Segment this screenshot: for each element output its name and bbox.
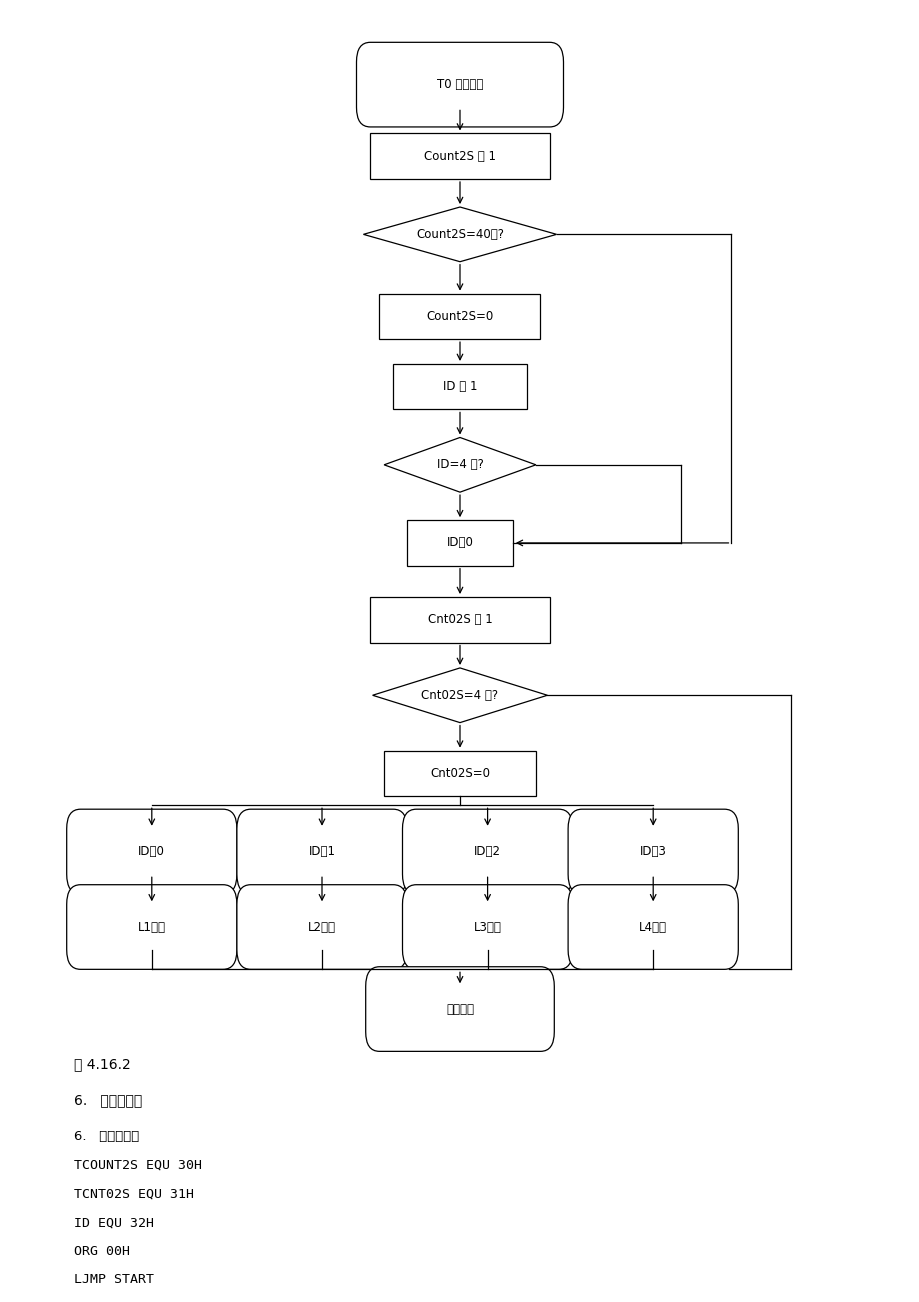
Text: L2闪烁: L2闪烁 <box>308 921 335 934</box>
Text: Cnt02S=4 吗?: Cnt02S=4 吗? <box>421 689 498 702</box>
Text: ID＝1: ID＝1 <box>308 845 335 858</box>
FancyBboxPatch shape <box>568 810 738 894</box>
FancyBboxPatch shape <box>403 885 572 969</box>
FancyBboxPatch shape <box>403 810 572 894</box>
FancyBboxPatch shape <box>384 750 536 796</box>
Text: Cnt02S 加 1: Cnt02S 加 1 <box>427 613 492 626</box>
Text: 6.   汇编源程序: 6. 汇编源程序 <box>74 1130 139 1143</box>
FancyBboxPatch shape <box>236 810 406 894</box>
FancyBboxPatch shape <box>369 133 549 178</box>
Text: Count2S=0: Count2S=0 <box>425 310 494 323</box>
Polygon shape <box>372 668 547 723</box>
FancyBboxPatch shape <box>366 966 553 1052</box>
Text: ID＝0: ID＝0 <box>138 845 165 858</box>
Text: ID＝2: ID＝2 <box>473 845 501 858</box>
FancyBboxPatch shape <box>369 596 549 642</box>
FancyBboxPatch shape <box>393 363 526 409</box>
Text: TCOUNT2S EQU 30H: TCOUNT2S EQU 30H <box>74 1159 201 1172</box>
FancyBboxPatch shape <box>407 519 513 565</box>
Text: L3闪烁: L3闪烁 <box>473 921 501 934</box>
Text: ID EQU 32H: ID EQU 32H <box>74 1216 153 1229</box>
Text: 6.   汇编源程序: 6. 汇编源程序 <box>74 1094 142 1108</box>
Text: T0 中断入口: T0 中断入口 <box>437 78 482 91</box>
Polygon shape <box>384 437 536 492</box>
Text: Cnt02S=0: Cnt02S=0 <box>429 767 490 780</box>
FancyBboxPatch shape <box>568 885 738 969</box>
Text: 中断返回: 中断返回 <box>446 1003 473 1016</box>
Text: 图 4.16.2: 图 4.16.2 <box>74 1057 130 1072</box>
FancyBboxPatch shape <box>380 293 540 339</box>
Text: Count2S=40吗?: Count2S=40吗? <box>415 228 504 241</box>
Text: ORG 00H: ORG 00H <box>74 1245 130 1258</box>
Text: TCNT02S EQU 31H: TCNT02S EQU 31H <box>74 1187 193 1200</box>
Text: Count2S 加 1: Count2S 加 1 <box>424 150 495 163</box>
FancyBboxPatch shape <box>67 810 237 894</box>
Text: LJMP START: LJMP START <box>74 1273 153 1286</box>
Text: ID 加 1: ID 加 1 <box>442 380 477 393</box>
Text: L1闪烁: L1闪烁 <box>138 921 165 934</box>
Text: L4闪烁: L4闪烁 <box>639 921 666 934</box>
FancyBboxPatch shape <box>67 885 237 969</box>
FancyBboxPatch shape <box>357 43 562 126</box>
Text: ID=4 吗?: ID=4 吗? <box>437 458 482 471</box>
FancyBboxPatch shape <box>236 885 406 969</box>
Text: ID＝3: ID＝3 <box>639 845 666 858</box>
Polygon shape <box>363 207 556 262</box>
Text: ID＝0: ID＝0 <box>446 536 473 549</box>
